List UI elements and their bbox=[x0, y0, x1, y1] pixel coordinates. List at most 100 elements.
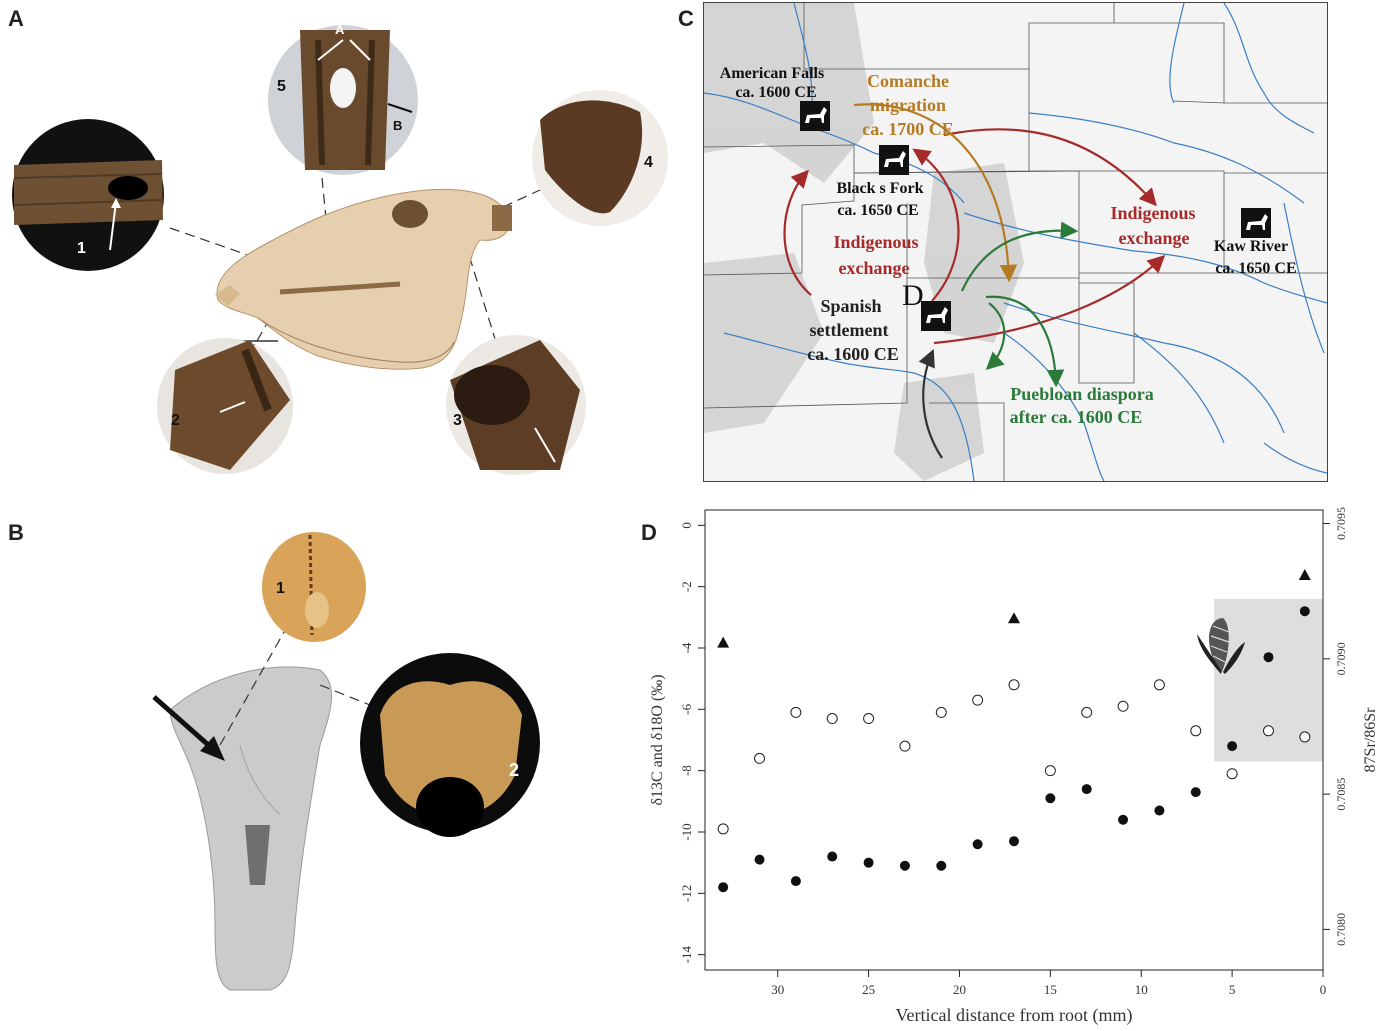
inset-photo-4 bbox=[532, 90, 668, 226]
panel-b-figure bbox=[152, 532, 540, 991]
filled-circle-point bbox=[972, 839, 983, 850]
open-circle-point bbox=[1044, 765, 1056, 777]
y-axis-label-left: δ13C and δ18O (‰) bbox=[649, 674, 666, 805]
panel-label-b: B bbox=[8, 520, 24, 545]
filled-circle-point bbox=[863, 857, 874, 868]
panel-label-c: C bbox=[678, 6, 694, 31]
exchange-right-label-1: Indigenous bbox=[1110, 203, 1195, 223]
site-date-kaw-river: ca. 1650 CE bbox=[1215, 260, 1296, 277]
horse-icon-kaw-river bbox=[1241, 208, 1271, 238]
x-tick-label: 0 bbox=[1320, 982, 1327, 997]
open-circle-point bbox=[1081, 706, 1093, 718]
map-figure: American Falls ca. 1600 CE Black s Fork … bbox=[704, 3, 1327, 481]
open-circle-point bbox=[717, 823, 729, 835]
callout-3: 3 bbox=[453, 412, 462, 429]
y-right-tick-label: 0.7095 bbox=[1334, 507, 1348, 540]
site-name-blacks-fork: Black s Fork bbox=[836, 180, 923, 197]
chart-panel: 30 25 20 15 10 5 0 0 -2 -4 -6 -8 -10 -12 -14 0.7080 0.… bbox=[640, 505, 1390, 1026]
callout-2: 2 bbox=[171, 412, 180, 429]
open-circle-point bbox=[1153, 679, 1165, 691]
callout-5b: B bbox=[393, 118, 403, 133]
x-tick-label: 15 bbox=[1044, 982, 1057, 997]
y-right-tick-label: 0.7080 bbox=[1334, 913, 1348, 946]
open-circle-point bbox=[826, 713, 838, 725]
isotope-chart: 30 25 20 15 10 5 0 0 -2 -4 -6 -8 -10 -12 -14 0.7080 0.… bbox=[649, 507, 1379, 1026]
panel-label-d: D bbox=[641, 520, 657, 545]
filled-circle-point bbox=[1299, 606, 1310, 617]
open-circle-point bbox=[1190, 725, 1202, 737]
filled-circle-point bbox=[1009, 836, 1019, 847]
open-circle-point bbox=[972, 694, 984, 706]
spanish-label-3: ca. 1600 CE bbox=[807, 344, 899, 364]
y-left-tick-label: -2 bbox=[679, 581, 694, 592]
comanche-label-3: ca. 1700 CE bbox=[862, 119, 954, 139]
filled-circle-point bbox=[1190, 787, 1201, 798]
filled-circle-point bbox=[899, 860, 910, 871]
callout-1: 1 bbox=[77, 240, 86, 257]
filled-circle-point bbox=[1045, 793, 1056, 804]
open-circle-point bbox=[899, 740, 911, 752]
y-left-tick-label: 0 bbox=[679, 522, 694, 529]
panel-label-a: A bbox=[8, 6, 24, 31]
puebloan-label-1: Puebloan diaspora bbox=[1010, 384, 1154, 404]
triangle-point bbox=[717, 636, 730, 648]
plot-frame bbox=[704, 509, 1324, 971]
callout-5a: A bbox=[335, 22, 345, 37]
open-circle-point bbox=[1262, 725, 1274, 737]
puebloan-label-2: after ca. 1600 CE bbox=[1010, 407, 1143, 427]
spanish-label-2: settlement bbox=[810, 320, 889, 340]
y-right-tick-label: 0.7090 bbox=[1334, 642, 1348, 675]
y-left-tick-label: -10 bbox=[679, 823, 694, 840]
site-date-american-falls: ca. 1600 CE bbox=[735, 84, 816, 101]
y-right-tick-label: 0.7085 bbox=[1334, 778, 1348, 811]
site-date-blacks-fork: ca. 1650 CE bbox=[837, 202, 918, 219]
arrow-icon bbox=[152, 695, 216, 752]
x-tick-label: 10 bbox=[1135, 982, 1148, 997]
panel-a-figure: 10 cm bbox=[12, 25, 668, 475]
triangle-point bbox=[1008, 612, 1020, 624]
callout-5: 5 bbox=[277, 78, 286, 95]
comanche-label-2: migration bbox=[870, 95, 946, 115]
skull-3d-scan bbox=[169, 666, 333, 991]
horse-skull bbox=[215, 189, 512, 370]
callout-b1: 1 bbox=[276, 580, 285, 597]
spanish-label-1: Spanish bbox=[820, 296, 881, 316]
exchange-left-label-1: Indigenous bbox=[833, 232, 918, 252]
open-circle-point bbox=[1117, 700, 1129, 712]
y-left-tick-label: -6 bbox=[679, 703, 694, 714]
open-circle-point bbox=[754, 752, 766, 764]
horse-icon-american-falls bbox=[800, 101, 830, 131]
x-tick-label: 30 bbox=[771, 982, 784, 997]
x-tick-label: 25 bbox=[862, 982, 875, 997]
callout-4: 4 bbox=[644, 154, 653, 171]
open-circle-point bbox=[935, 706, 947, 718]
map-letter-d: D bbox=[902, 279, 924, 312]
x-tick-label: 20 bbox=[953, 982, 966, 997]
x-tick-label: 5 bbox=[1229, 982, 1236, 997]
filled-circle-point bbox=[718, 882, 729, 893]
x-axis-label: Vertical distance from root (mm) bbox=[896, 1005, 1133, 1026]
y-left-tick-label: -14 bbox=[679, 946, 694, 964]
filled-circle-point bbox=[936, 860, 947, 871]
open-circle-point bbox=[1008, 679, 1020, 691]
filled-circle-point bbox=[790, 876, 801, 887]
site-name-american-falls: American Falls bbox=[720, 65, 824, 82]
filled-circle-point bbox=[827, 851, 838, 862]
open-circle-point bbox=[1299, 731, 1311, 743]
maize-cob-icon bbox=[1197, 618, 1245, 674]
horse-icon-blacks-fork bbox=[879, 145, 909, 175]
open-circle-point bbox=[790, 706, 802, 718]
open-circle-point bbox=[863, 713, 875, 725]
site-name-kaw-river: Kaw River bbox=[1214, 238, 1288, 255]
exchange-left-label-2: exchange bbox=[839, 258, 910, 278]
filled-circle-point bbox=[1118, 814, 1129, 825]
horse-icon-site-d bbox=[921, 301, 951, 331]
inset-photo-1 bbox=[12, 119, 164, 271]
inset-photo-b2 bbox=[360, 653, 540, 837]
inset-photo-5 bbox=[268, 25, 418, 175]
inset-photo-2 bbox=[157, 338, 293, 474]
filled-circle-point bbox=[1263, 652, 1274, 663]
exchange-right-label-2: exchange bbox=[1119, 228, 1190, 248]
filled-circle-point bbox=[754, 854, 765, 865]
inset-photo-3 bbox=[446, 335, 586, 475]
